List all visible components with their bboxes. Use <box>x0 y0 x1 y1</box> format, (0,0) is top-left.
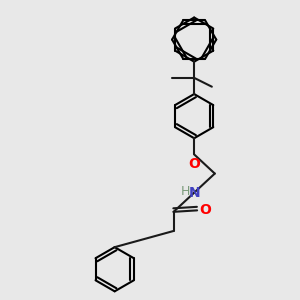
Text: N: N <box>188 186 200 200</box>
Text: H: H <box>181 185 190 198</box>
Text: O: O <box>188 157 200 171</box>
Text: O: O <box>199 203 211 218</box>
